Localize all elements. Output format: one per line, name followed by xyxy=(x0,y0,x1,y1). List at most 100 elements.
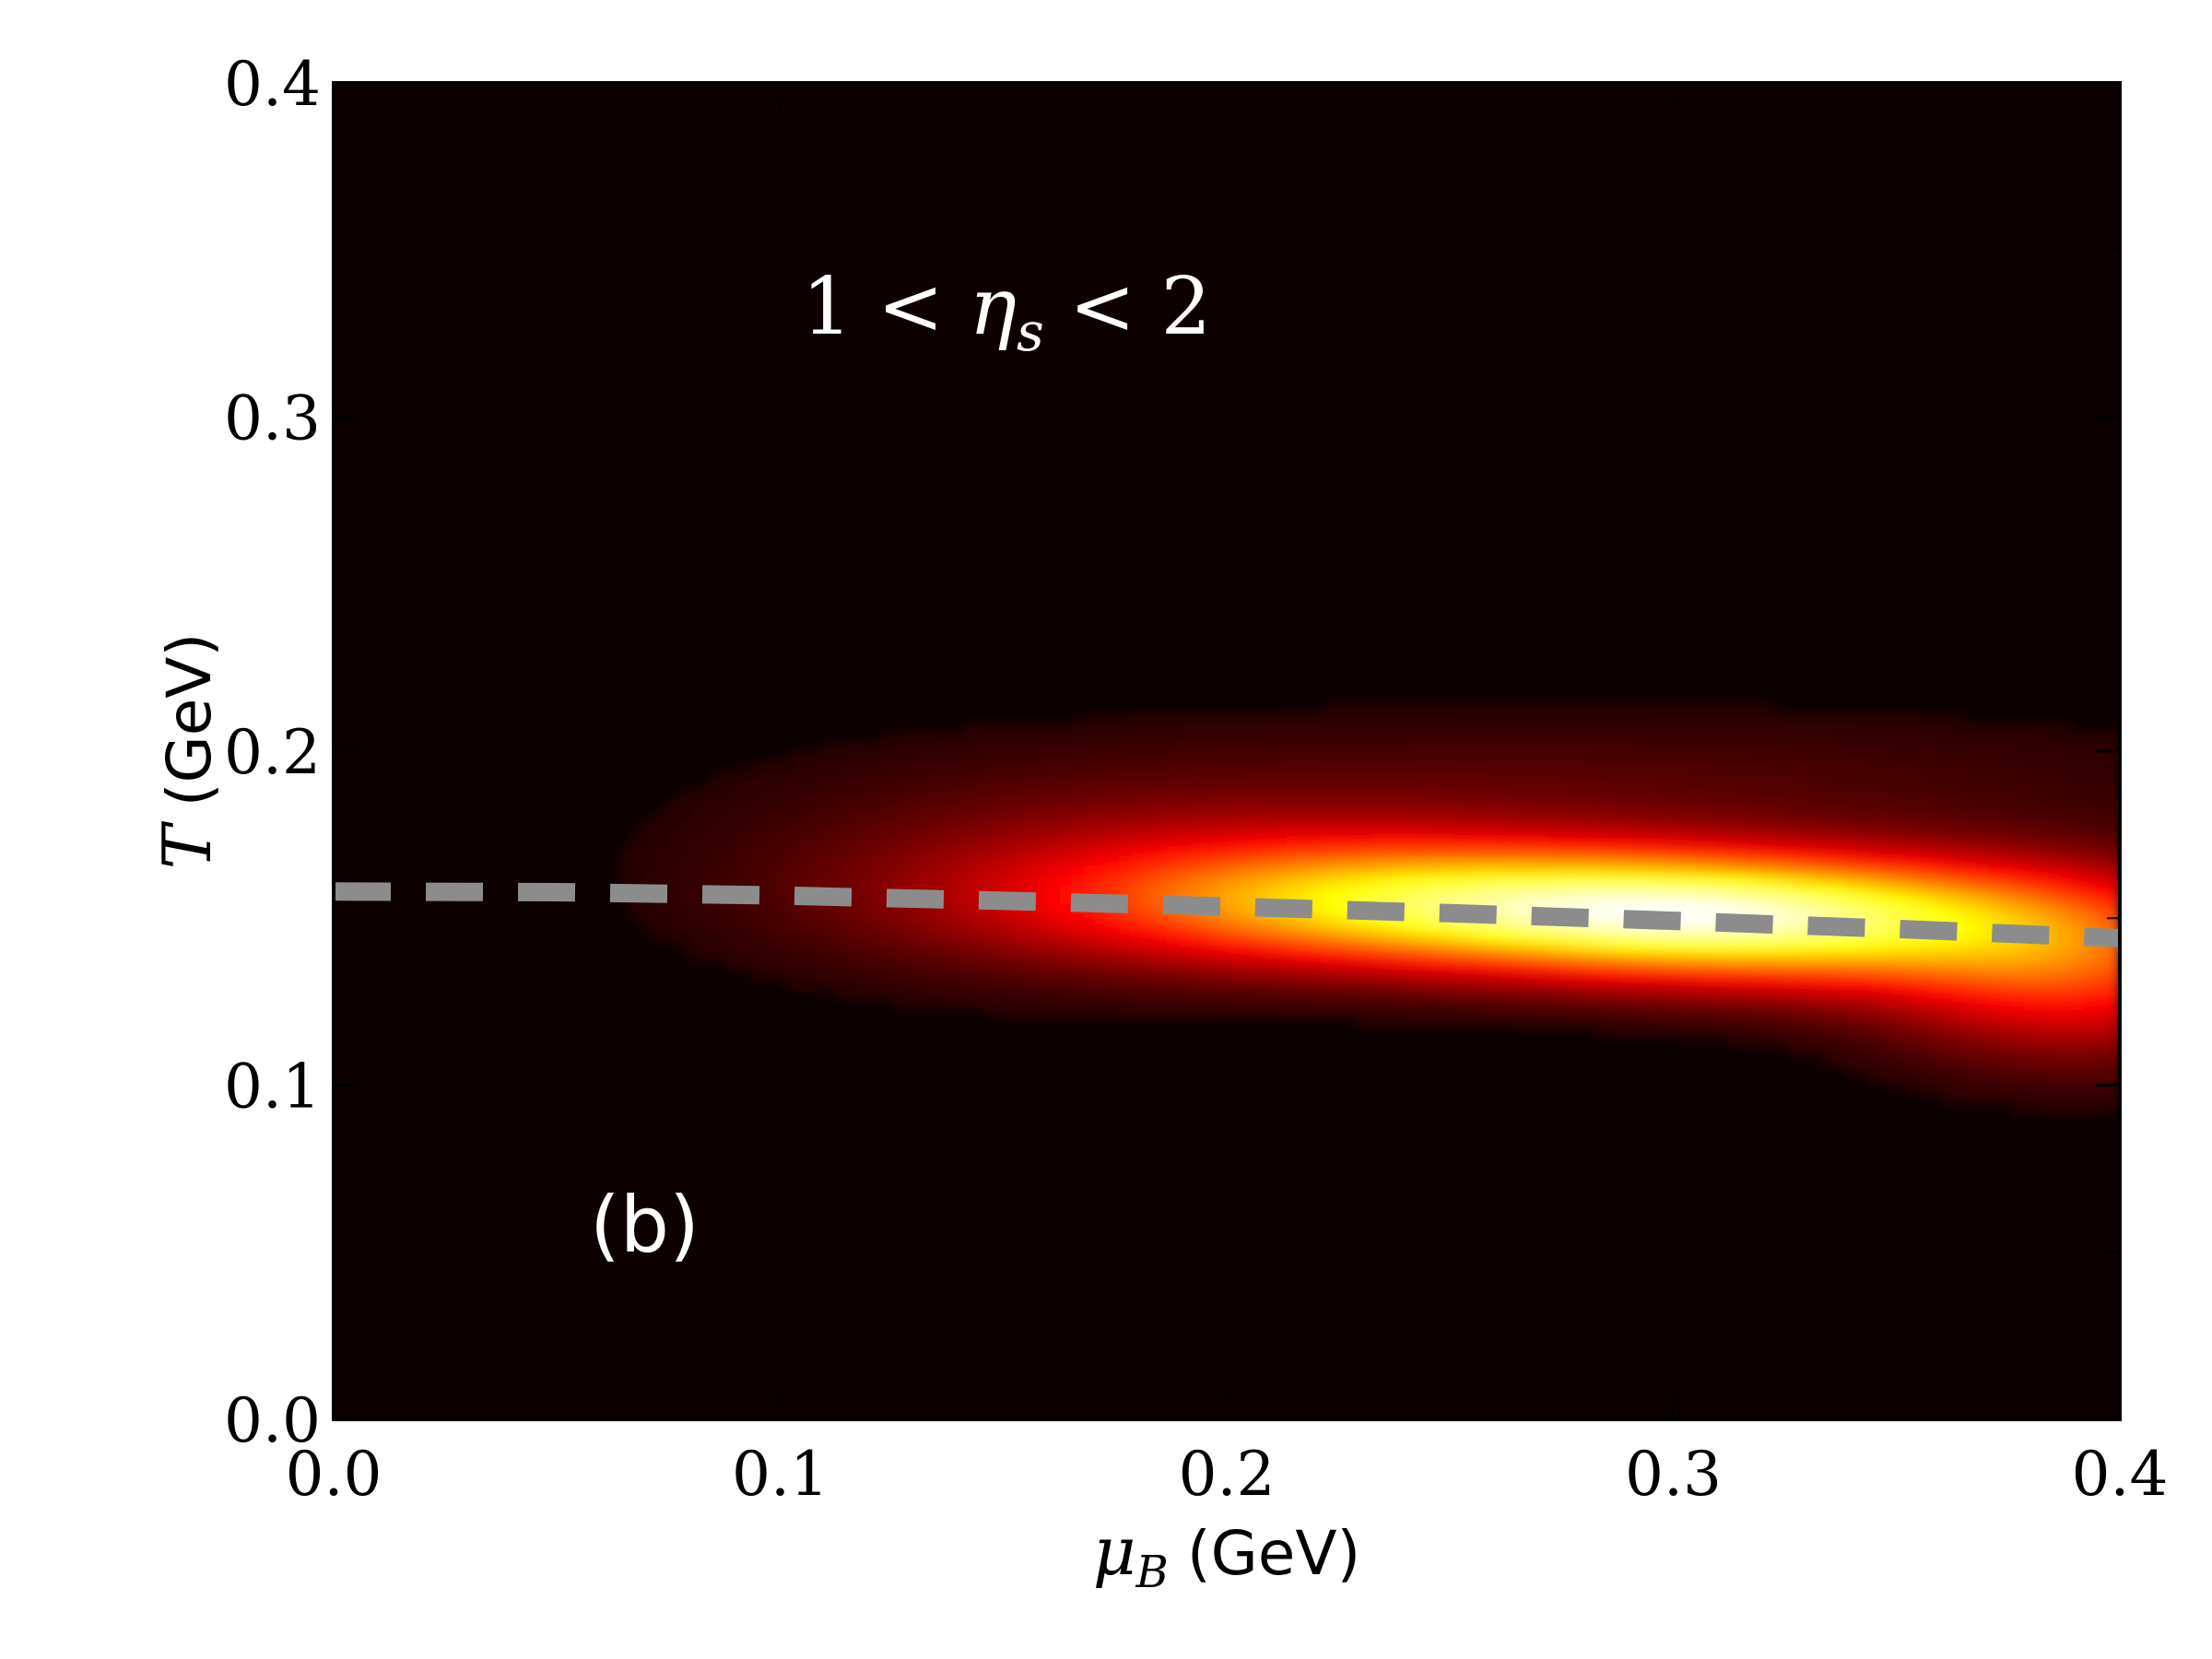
heatmap-cell xyxy=(1011,922,1025,934)
heatmap-cell xyxy=(1785,1037,1799,1048)
heatmap-cell xyxy=(1154,980,1168,991)
heatmap-cell xyxy=(1524,980,1537,991)
heatmap-cell xyxy=(1535,1018,1549,1029)
heatmap-cell xyxy=(976,855,990,866)
heatmap-cell xyxy=(940,932,954,943)
heatmap-cell xyxy=(868,846,882,857)
heatmap-cell xyxy=(880,807,894,818)
heatmap-cell xyxy=(1083,875,1097,886)
heatmap-cell xyxy=(1226,1008,1240,1019)
heatmap-cell xyxy=(952,912,966,924)
heatmap-cell xyxy=(1916,1027,1930,1039)
heatmap-cell xyxy=(1405,702,1418,714)
heatmap-cell xyxy=(1250,998,1264,1010)
heatmap-cell xyxy=(1571,702,1585,714)
heatmap-cell xyxy=(856,798,870,809)
heatmap-cell xyxy=(1429,989,1442,1000)
heatmap-cell xyxy=(2059,1027,2073,1039)
heatmap-cell xyxy=(2107,1037,2120,1048)
heatmap-cell xyxy=(1654,779,1668,790)
heatmap-cell xyxy=(654,875,668,886)
heatmap-cell xyxy=(2000,807,2014,818)
heatmap-cell xyxy=(2107,1046,2120,1057)
heatmap-cell xyxy=(1809,1027,1823,1039)
heatmap-cell xyxy=(1976,893,1990,905)
heatmap-cell xyxy=(1369,788,1382,800)
heatmap-cell xyxy=(833,788,847,800)
heatmap-cell xyxy=(1940,1085,1954,1096)
heatmap-cell xyxy=(749,788,763,800)
heatmap-cell xyxy=(785,788,799,800)
heatmap-cell xyxy=(1881,759,1895,771)
heatmap-cell xyxy=(1749,741,1763,752)
heatmap-cell xyxy=(1940,788,1954,800)
heatmap-cell xyxy=(1262,741,1276,752)
heatmap-cell xyxy=(1904,1008,1918,1019)
heatmap-cell xyxy=(845,836,858,848)
heatmap-cell xyxy=(1928,912,1942,924)
heatmap-cell xyxy=(773,855,787,866)
heatmap-cell xyxy=(1547,941,1561,952)
heatmap-cell xyxy=(988,912,1002,924)
heatmap-cell xyxy=(868,912,882,924)
heatmap-cell xyxy=(1154,922,1168,934)
heatmap-cell xyxy=(1000,731,1013,743)
heatmap-cell xyxy=(1630,980,1644,991)
heatmap-cell xyxy=(1369,798,1382,809)
heatmap-cell xyxy=(2000,970,2014,982)
heatmap-cell xyxy=(642,827,656,838)
heatmap-cell xyxy=(642,836,656,848)
heatmap-cell xyxy=(1726,827,1740,838)
heatmap-cell xyxy=(1881,731,1895,743)
heatmap-cell xyxy=(1893,998,1906,1010)
heatmap-cell xyxy=(1119,798,1133,809)
heatmap-cell xyxy=(1488,750,1501,761)
heatmap-cell xyxy=(2024,941,2038,952)
heatmap-cell xyxy=(845,922,858,934)
heatmap-cell xyxy=(690,798,704,809)
heatmap-cell xyxy=(1678,827,1692,838)
heatmap-cell xyxy=(1500,788,1513,800)
heatmap-cell xyxy=(928,836,942,848)
heatmap-cell xyxy=(737,818,751,829)
heatmap-cell xyxy=(1761,712,1775,724)
heatmap-cell xyxy=(2071,788,2085,800)
heatmap-cell xyxy=(1702,731,1716,743)
heatmap-cell xyxy=(1988,1085,2002,1096)
eta-range-annotation: 1 < ηs < 2 xyxy=(802,261,1211,363)
x-tick-label: 0.1 xyxy=(732,1439,829,1510)
heatmap-cell xyxy=(642,875,656,886)
heatmap-cell xyxy=(1238,903,1252,914)
heatmap-cell xyxy=(2024,1008,2038,1019)
heatmap-cell xyxy=(1357,722,1371,733)
heatmap-cell xyxy=(1976,951,1990,962)
heatmap-cell xyxy=(1059,855,1073,866)
heatmap-cell xyxy=(1738,788,1751,800)
heatmap-cell xyxy=(1988,846,2002,857)
heatmap-cell xyxy=(737,836,751,848)
heatmap-cell xyxy=(1214,750,1228,761)
heatmap-cell xyxy=(1238,884,1252,895)
heatmap-cell xyxy=(2024,1103,2038,1115)
heatmap-cell xyxy=(1298,770,1311,781)
heatmap-cell xyxy=(1988,1055,2002,1067)
heatmap-cell xyxy=(2047,836,2061,848)
heatmap-cell xyxy=(1333,989,1347,1000)
heatmap-cell xyxy=(785,865,799,877)
heatmap-cell xyxy=(1464,922,1477,934)
heatmap-cell xyxy=(1512,750,1525,761)
heatmap-cell xyxy=(809,750,823,761)
heatmap-cell xyxy=(1488,865,1501,877)
heatmap-cell xyxy=(1011,722,1025,733)
heatmap-cell xyxy=(1417,980,1430,991)
heatmap-cell xyxy=(1452,788,1465,800)
heatmap-cell xyxy=(1666,865,1680,877)
heatmap-cell xyxy=(2012,1027,2026,1039)
heatmap-cell xyxy=(988,989,1002,1000)
heatmap-cell xyxy=(916,865,930,877)
heatmap-cell xyxy=(1952,798,1966,809)
heatmap-cell xyxy=(940,741,954,752)
heatmap-cell xyxy=(1274,846,1288,857)
heatmap-cell xyxy=(1738,932,1751,943)
heatmap-cell xyxy=(1238,980,1252,991)
